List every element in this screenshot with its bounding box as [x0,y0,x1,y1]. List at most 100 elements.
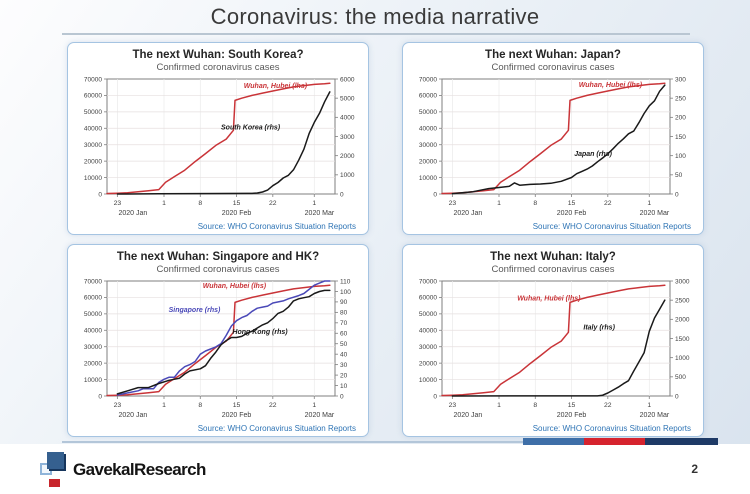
svg-text:300: 300 [675,76,686,83]
svg-text:20000: 20000 [84,360,102,367]
title-underline [62,33,690,35]
source-note: Source: WHO Coronavirus Situation Report… [197,424,356,433]
svg-text:2020 Jan: 2020 Jan [119,210,148,217]
svg-text:0: 0 [675,393,679,400]
svg-text:1: 1 [162,402,166,409]
svg-text:Italy (rhs): Italy (rhs) [583,324,615,331]
svg-text:8: 8 [198,200,202,207]
chart-subtitle: Confirmed coronavirus cases [156,264,280,275]
svg-text:2020 Mar: 2020 Mar [640,412,670,419]
svg-text:0: 0 [675,191,679,198]
svg-text:50000: 50000 [419,109,437,116]
svg-text:50000: 50000 [84,109,102,116]
svg-text:500: 500 [675,374,686,381]
svg-text:2020 Mar: 2020 Mar [305,210,335,217]
svg-text:8: 8 [198,402,202,409]
svg-text:50000: 50000 [419,311,437,318]
svg-text:2020 Feb: 2020 Feb [557,210,587,217]
svg-text:1: 1 [647,200,651,207]
svg-text:90: 90 [340,299,348,306]
svg-text:100: 100 [340,289,351,296]
svg-text:23: 23 [114,402,122,409]
page-number: 2 [691,462,698,476]
svg-text:Singapore (rhs): Singapore (rhs) [169,307,221,314]
svg-text:1000: 1000 [340,172,355,179]
svg-text:4000: 4000 [340,115,355,122]
svg-text:80: 80 [340,310,348,317]
svg-text:15: 15 [568,200,576,207]
footer-stripe-thin [62,441,523,443]
svg-text:0: 0 [340,191,344,198]
svg-text:20000: 20000 [84,158,102,165]
svg-text:70000: 70000 [419,76,437,83]
svg-text:60000: 60000 [419,295,437,302]
source-note: Source: WHO Coronavirus Situation Report… [197,222,356,231]
svg-text:Japan (rhs): Japan (rhs) [574,151,612,158]
footer [0,444,750,494]
svg-text:3000: 3000 [340,134,355,141]
svg-text:110: 110 [340,278,351,285]
svg-text:8: 8 [533,200,537,207]
svg-text:60000: 60000 [84,93,102,100]
logo-text: GavekalResearch [73,460,206,479]
svg-text:40000: 40000 [84,126,102,133]
svg-text:5000: 5000 [340,95,355,102]
svg-text:50: 50 [675,172,683,179]
svg-text:15: 15 [233,200,241,207]
svg-text:10: 10 [340,383,348,390]
chart-panel-south-korea: The next Wuhan: South Korea? Confirmed c… [67,42,369,235]
svg-text:30000: 30000 [84,344,102,351]
svg-text:Wuhan, Hubei (lhs): Wuhan, Hubei (lhs) [517,296,581,303]
chart-panel-japan: The next Wuhan: Japan? Confirmed coronav… [402,42,704,235]
svg-text:2000: 2000 [675,317,690,324]
svg-text:22: 22 [269,200,277,207]
svg-text:10000: 10000 [84,175,102,182]
svg-text:20: 20 [340,372,348,379]
svg-text:1: 1 [647,402,651,409]
footer-stripe-blue [523,438,584,445]
svg-text:Wuhan, Hubei (lhs): Wuhan, Hubei (lhs) [579,82,643,89]
chart-subtitle: Confirmed coronavirus cases [491,264,615,275]
svg-text:2020 Mar: 2020 Mar [640,210,670,217]
svg-text:10000: 10000 [84,377,102,384]
svg-text:1: 1 [497,200,501,207]
footer-stripe-red [584,438,645,445]
svg-text:40000: 40000 [84,328,102,335]
svg-text:3000: 3000 [675,278,690,285]
svg-text:2020 Jan: 2020 Jan [119,412,148,419]
svg-text:2020 Jan: 2020 Jan [454,210,483,217]
svg-text:10000: 10000 [419,377,437,384]
svg-text:1: 1 [312,402,316,409]
svg-text:40000: 40000 [419,328,437,335]
svg-text:Wuhan, Hubei (lhs): Wuhan, Hubei (lhs) [244,83,308,90]
logo-square-blue [47,452,64,469]
svg-text:150: 150 [675,134,686,141]
svg-text:0: 0 [98,191,102,198]
svg-text:30000: 30000 [84,142,102,149]
svg-text:2020 Jan: 2020 Jan [454,412,483,419]
svg-text:70000: 70000 [84,76,102,83]
svg-text:1: 1 [162,200,166,207]
svg-text:8: 8 [533,402,537,409]
svg-text:0: 0 [433,393,437,400]
svg-text:60000: 60000 [419,93,437,100]
svg-text:10000: 10000 [419,175,437,182]
svg-text:40: 40 [340,351,348,358]
logo-square-red [49,479,60,487]
svg-text:1500: 1500 [675,336,690,343]
svg-text:60000: 60000 [84,295,102,302]
svg-text:22: 22 [604,200,612,207]
svg-text:23: 23 [114,200,122,207]
chart-subtitle: Confirmed coronavirus cases [491,62,615,73]
chart-title: The next Wuhan: Japan? [485,49,621,61]
svg-text:70: 70 [340,320,348,327]
svg-text:2020 Feb: 2020 Feb [222,210,252,217]
svg-text:2000: 2000 [340,153,355,160]
slide-title: Coronavirus: the media narrative [210,4,540,29]
svg-text:23: 23 [449,200,457,207]
svg-text:100: 100 [675,153,686,160]
gavekal-logo-icon [40,451,70,489]
svg-text:60: 60 [340,331,348,338]
